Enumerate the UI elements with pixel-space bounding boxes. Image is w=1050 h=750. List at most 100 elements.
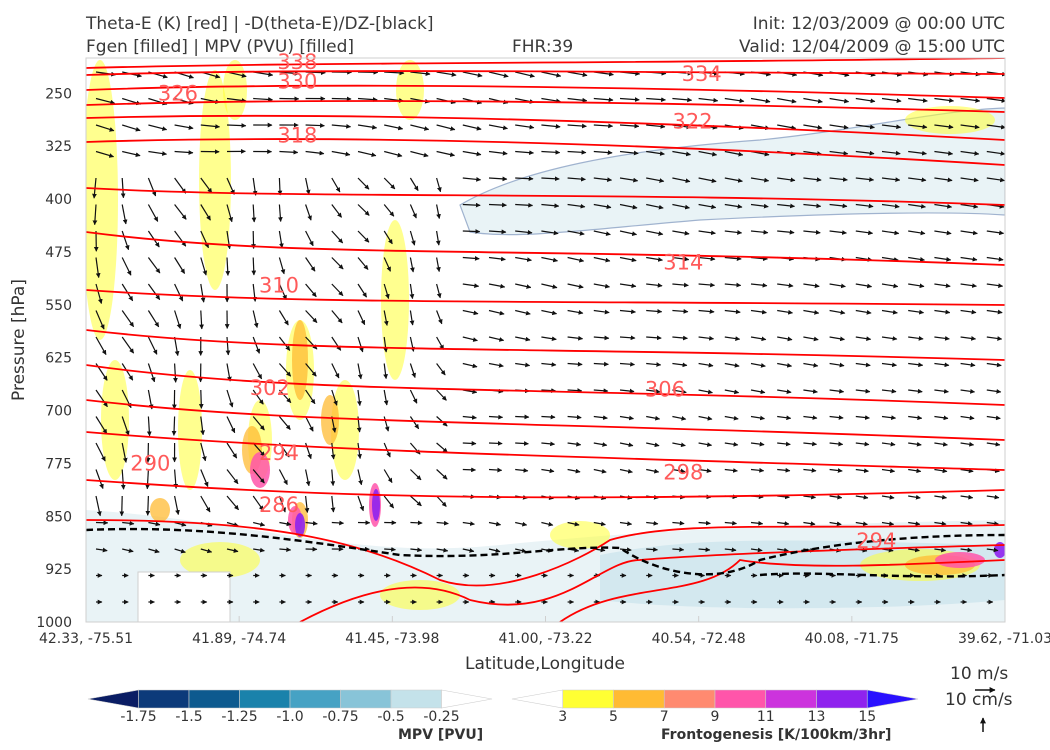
colorbar-swatch [816, 689, 868, 709]
wind-vector [278, 310, 289, 326]
theta-e-contour [86, 519, 1005, 587]
wind-vector [488, 414, 504, 420]
wind-vector [724, 336, 741, 341]
wind-vector [253, 521, 266, 527]
wind-vector [672, 282, 689, 288]
wind-vector [174, 257, 186, 274]
wind-vector [646, 442, 660, 448]
y-tick-label: 550 [45, 298, 72, 314]
colorbar-tick-label: -1.0 [276, 709, 304, 725]
wind-vector [881, 494, 895, 500]
wind-vector [541, 149, 561, 155]
colorbar-tick-label: 3 [558, 709, 568, 725]
wind-vector [908, 230, 926, 236]
y-tick-label: 625 [45, 351, 72, 367]
wind-vector [435, 230, 441, 246]
wind-vector [829, 203, 848, 209]
wind-vector [462, 283, 480, 289]
wind-vector [331, 177, 341, 193]
y-tick-label: 775 [45, 456, 72, 472]
wind-vector [724, 97, 745, 104]
wind-vector [750, 97, 771, 104]
wind-vector [200, 124, 220, 129]
colorbar-tick-label: -1.25 [221, 709, 258, 725]
wind-vector [383, 257, 392, 272]
wind-vector [934, 362, 950, 368]
wind-vector [750, 520, 764, 526]
wind-vector [777, 389, 792, 394]
colorbar-tick-label: 7 [659, 709, 669, 725]
wind-vector [488, 256, 506, 262]
wind-vector [567, 414, 582, 420]
wind-vector [855, 468, 869, 474]
wind-vector [541, 71, 562, 78]
wind-vector [908, 415, 923, 421]
wind-vector [986, 283, 1004, 288]
wind-vector [488, 548, 501, 553]
contour-label: 322 [672, 109, 712, 133]
fgen-fill [199, 70, 231, 290]
theta-e-contour [86, 431, 1005, 471]
wind-vector [200, 230, 210, 249]
wind-vector [174, 124, 194, 130]
wind-vector [672, 97, 693, 103]
wind-vector [908, 283, 925, 289]
wind-vector [698, 150, 718, 157]
wind-vector [881, 336, 898, 341]
wind-vector [777, 336, 793, 342]
wind-vector [174, 150, 194, 155]
wind-vector [409, 257, 415, 273]
wind-vector [200, 548, 213, 554]
wind-vector [619, 547, 632, 553]
wind-vector [488, 521, 502, 527]
wind-vector [646, 389, 661, 394]
colorbar-swatch [340, 689, 392, 709]
wind-vector [908, 203, 926, 209]
wind-vector [934, 124, 954, 130]
wind-vector [121, 204, 128, 225]
y-tick-label: 850 [45, 509, 72, 525]
wind-vector [934, 256, 952, 262]
wind-vector [829, 362, 845, 368]
wind-vector [855, 388, 871, 394]
wind-vector [750, 229, 769, 235]
wind-vector [252, 336, 261, 354]
wind-vector [829, 415, 844, 420]
wind-vector [200, 495, 211, 513]
wind-vector [252, 363, 263, 380]
colorbar-swatch [289, 689, 341, 709]
wind-vector [593, 309, 610, 315]
wind-vector [750, 415, 765, 421]
wind-vector [646, 256, 663, 262]
wind-vector [145, 495, 151, 516]
wind-vector [698, 256, 716, 262]
wind-vector [278, 230, 284, 249]
wind-vector [934, 441, 948, 447]
theta-e-contour [86, 289, 1005, 306]
contour-label: 326 [158, 81, 198, 105]
wind-vector [672, 256, 690, 262]
wind-vector [226, 469, 239, 485]
wind-vector [672, 335, 688, 341]
wind-vector [855, 124, 875, 130]
wind-vector [803, 336, 819, 342]
wind-vector [436, 469, 448, 480]
wind-vector [331, 363, 340, 379]
wind-vector [488, 309, 505, 316]
wind-vector [619, 150, 639, 156]
wind-vector [672, 203, 690, 210]
wind-vector [462, 124, 482, 131]
wind-vector [646, 308, 663, 314]
wind-vector [226, 521, 239, 527]
wind-vector [567, 441, 582, 447]
wind-vector [383, 363, 388, 380]
wind-vector [619, 521, 633, 526]
wind-vector [986, 97, 1005, 103]
wind-vector [698, 203, 717, 210]
theta-e-contour [559, 559, 1005, 622]
wind-vector [934, 521, 947, 526]
wind-vector [777, 283, 794, 288]
wind-vector [541, 256, 558, 263]
wind-vector [855, 150, 875, 156]
wind-vector [95, 124, 115, 132]
